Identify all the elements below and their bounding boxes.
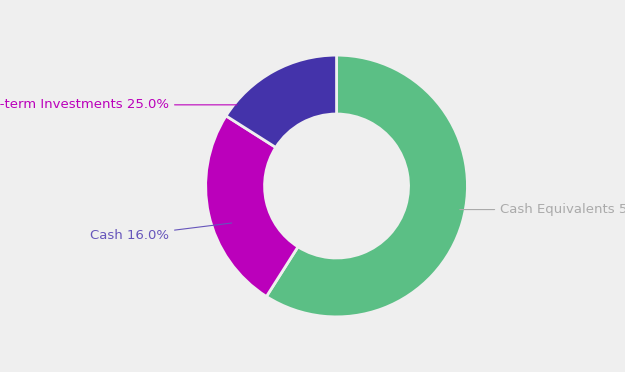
Text: Cash Equivalents 59.0%: Cash Equivalents 59.0% (460, 203, 625, 216)
Wedge shape (226, 55, 336, 147)
Wedge shape (266, 55, 468, 317)
Wedge shape (206, 116, 298, 296)
Text: Cash 16.0%: Cash 16.0% (90, 223, 232, 242)
Text: Short-term Investments 25.0%: Short-term Investments 25.0% (0, 98, 237, 111)
